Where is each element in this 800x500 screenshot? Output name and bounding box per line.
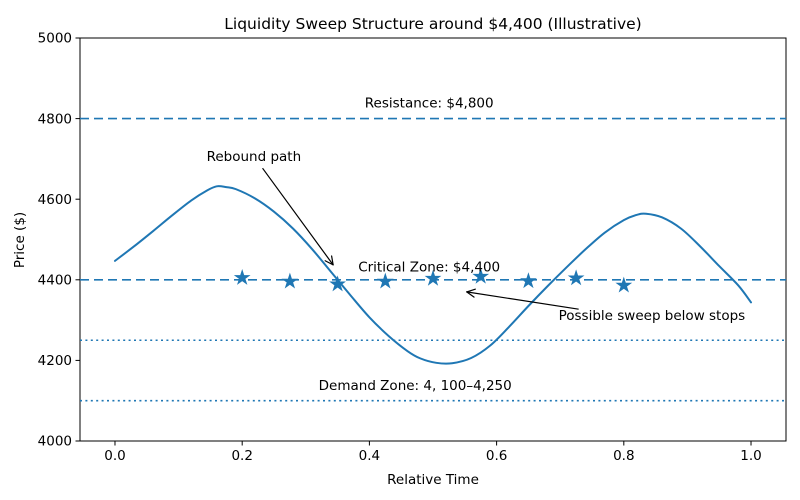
x-axis-label: Relative Time <box>387 472 479 488</box>
x-tick-label: 0.4 <box>359 448 380 464</box>
y-tick-label: 5000 <box>38 31 72 47</box>
annotations: Rebound path Possible sweep below stops <box>207 149 746 324</box>
rebound-path-annotation-arrowhead <box>331 255 334 266</box>
x-tick-label: 0.0 <box>104 448 125 464</box>
sweep-annotation-text: Possible sweep below stops <box>559 308 746 324</box>
plot-area <box>79 37 787 442</box>
sweep-annotation-arrowhead <box>466 288 476 293</box>
chart-title: Liquidity Sweep Structure around $4,400 … <box>224 15 641 33</box>
star-marker <box>520 272 537 289</box>
star-marker <box>233 268 251 285</box>
resistance-line-label: Resistance: $4,800 <box>365 96 494 112</box>
y-tick-label: 4800 <box>38 111 72 127</box>
star-marker <box>472 267 490 284</box>
y-axis-label: Price ($) <box>12 212 28 268</box>
star-marker <box>329 275 346 292</box>
sweep-annotation-arrowhead <box>466 291 475 298</box>
rebound-path-annotation-arrow <box>262 167 334 266</box>
star-marker <box>615 276 633 293</box>
x-tick-label: 0.2 <box>231 448 252 464</box>
y-tick-label: 4600 <box>38 192 72 208</box>
rebound-path-annotation-arrowhead <box>324 260 334 266</box>
axis-ticks: 0.0 0.2 0.4 0.6 0.8 1.0 4000 4200 4400 4600 4800 50… <box>38 31 762 464</box>
x-tick-label: 0.8 <box>613 448 634 464</box>
demand-zone-label: Demand Zone: 4, 100–4,250 <box>319 378 512 394</box>
star-marker <box>376 272 394 289</box>
y-tick-label: 4000 <box>38 434 72 450</box>
rebound-path-annotation-text: Rebound path <box>207 149 302 165</box>
star-marker <box>281 272 299 289</box>
star-marker <box>424 269 442 286</box>
x-tick-label: 1.0 <box>740 448 761 464</box>
liquidity-stop-markers <box>233 267 633 293</box>
x-tick-label: 0.6 <box>486 448 507 464</box>
y-tick-label: 4400 <box>38 273 72 289</box>
y-tick-label: 4200 <box>38 353 72 369</box>
critical-zone-line-label: Critical Zone: $4,400 <box>358 260 500 276</box>
price-curve-path <box>113 185 753 365</box>
price-curve <box>113 185 753 365</box>
star-marker <box>567 269 585 286</box>
level-labels: Resistance: $4,800 Critical Zone: $4,400 D… <box>319 96 512 394</box>
sweep-annotation-arrow <box>466 291 579 310</box>
